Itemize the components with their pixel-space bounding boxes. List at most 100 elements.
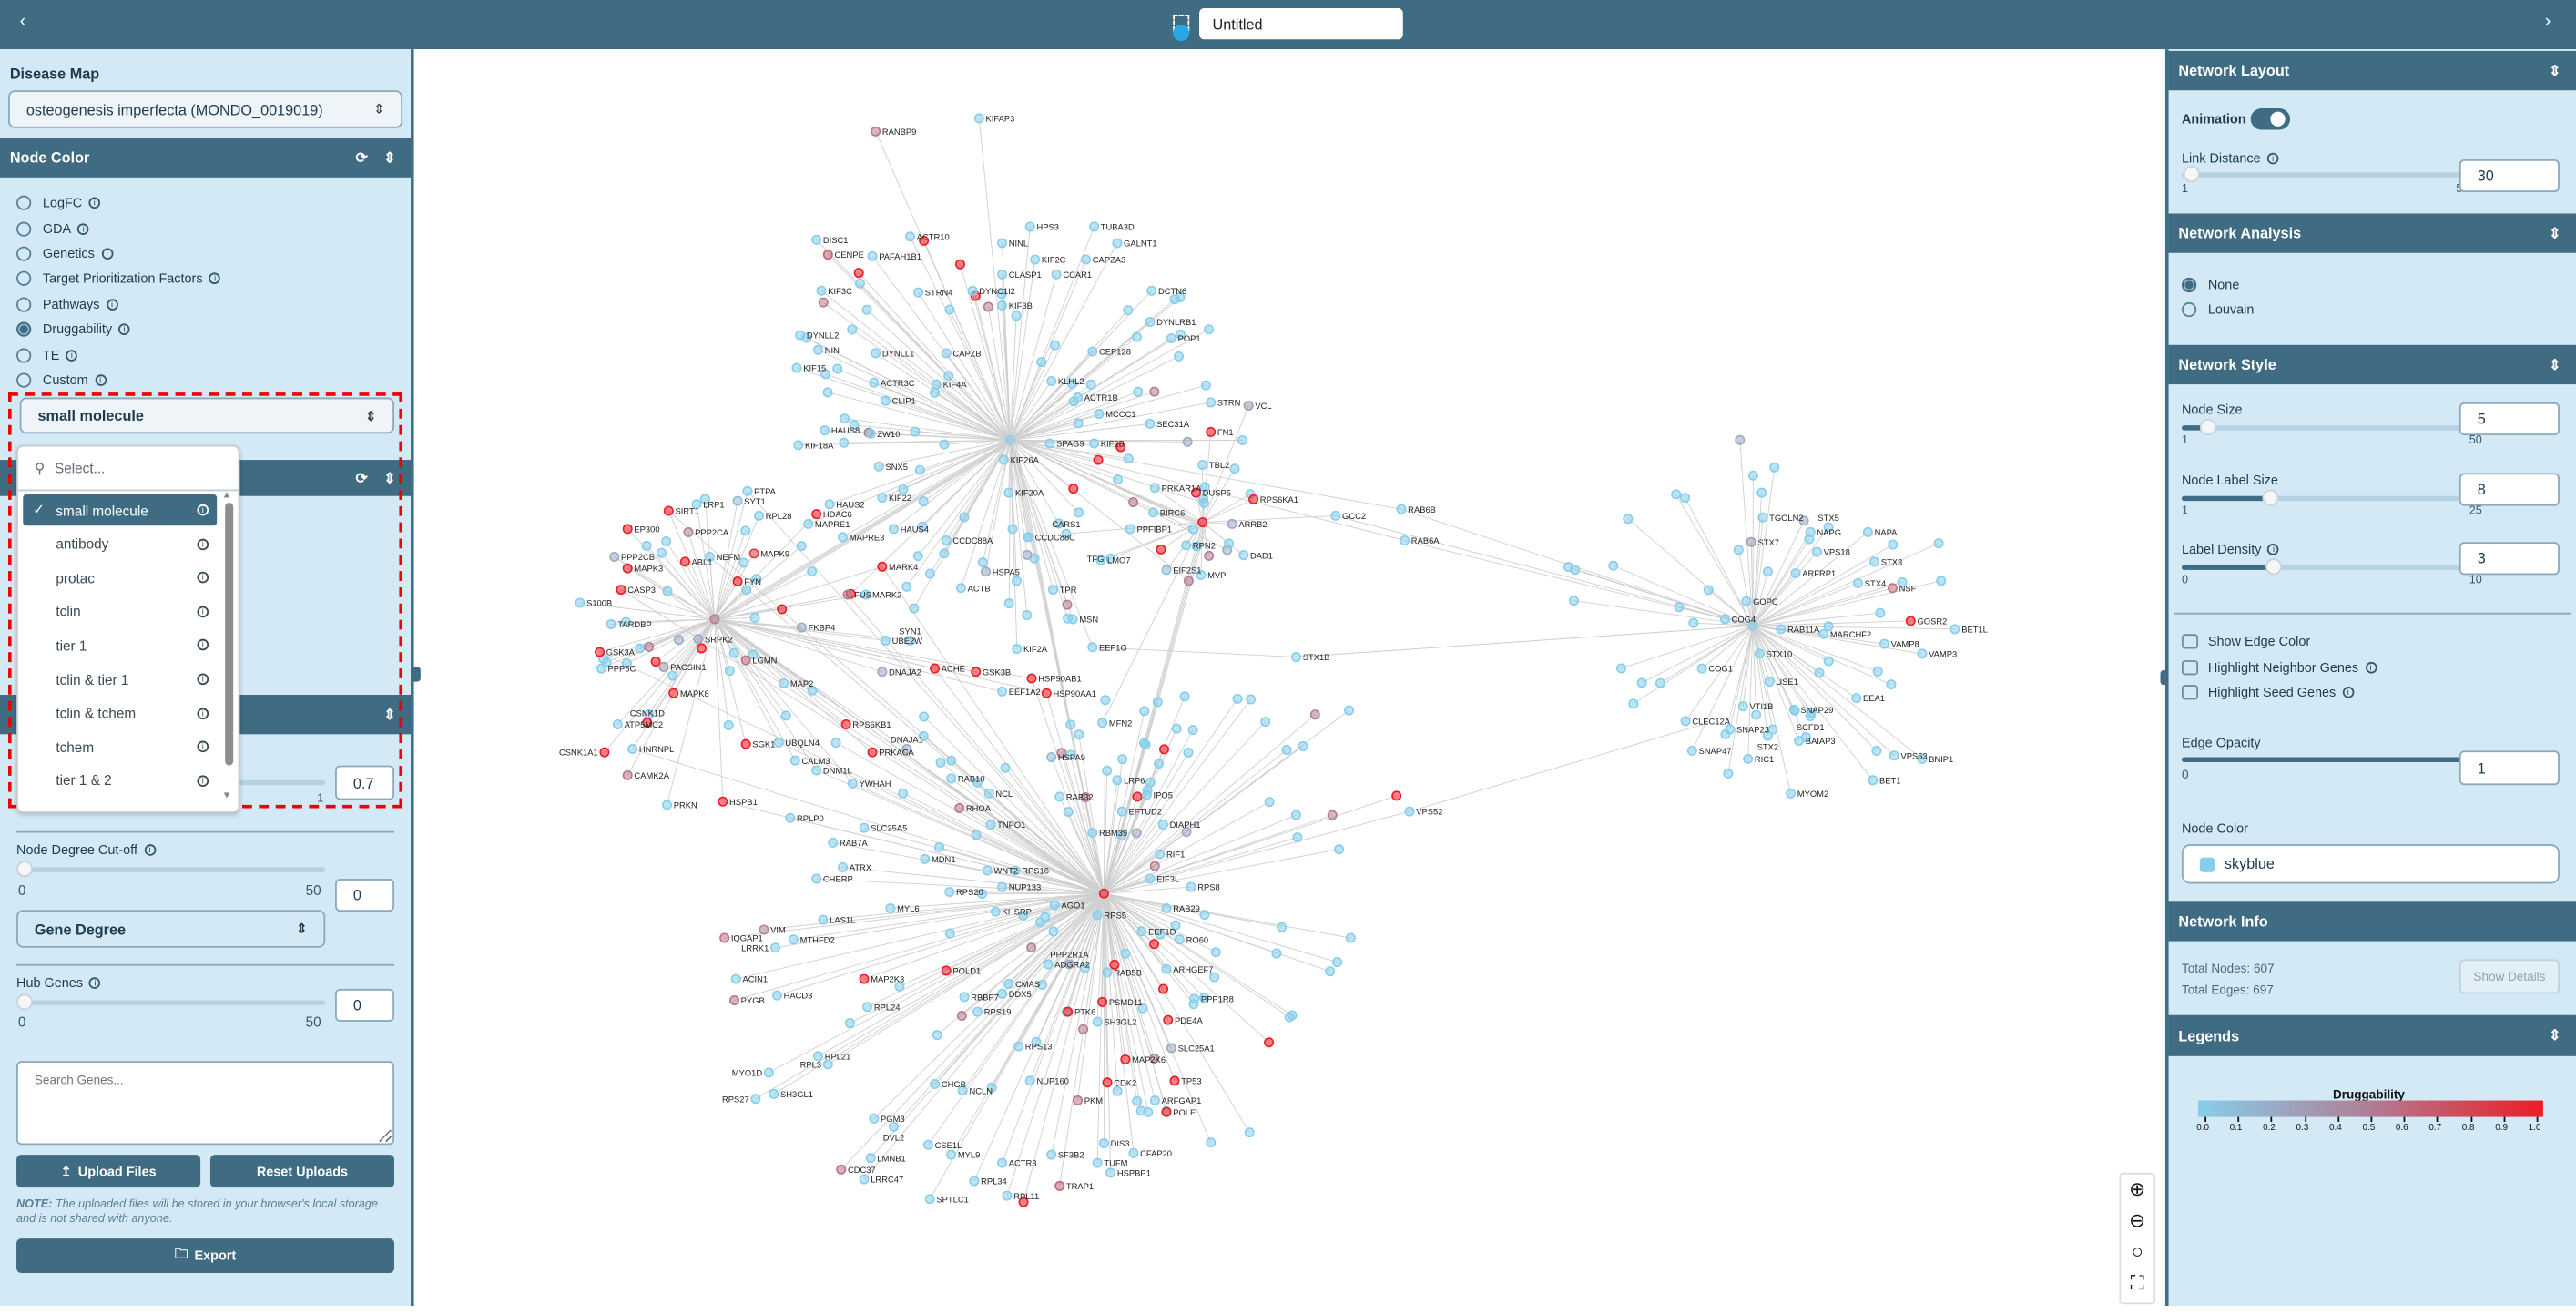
gene-node[interactable] <box>669 689 677 698</box>
gene-node[interactable] <box>856 280 864 288</box>
gene-node[interactable] <box>1890 751 1899 759</box>
gene-node[interactable] <box>1175 352 1183 361</box>
gene-node[interactable] <box>924 1141 932 1149</box>
node-degree-input[interactable]: 0 <box>335 879 394 912</box>
gene-node[interactable] <box>825 500 833 508</box>
gene-node[interactable] <box>812 236 820 244</box>
info-icon[interactable]: i <box>107 300 118 311</box>
gene-node[interactable] <box>849 779 857 788</box>
gene-node[interactable] <box>1164 1015 1172 1024</box>
info-icon[interactable]: i <box>198 741 209 753</box>
legends-header[interactable]: Legends⇕ <box>2169 1015 2576 1056</box>
gene-node[interactable] <box>1852 694 1860 702</box>
animation-toggle[interactable] <box>2251 108 2290 129</box>
collapse-icon[interactable]: ⇕ <box>2549 356 2561 374</box>
gene-node[interactable] <box>1656 679 1665 688</box>
gene-node[interactable] <box>1749 472 1757 480</box>
gene-node[interactable] <box>1098 718 1106 727</box>
gene-node[interactable] <box>804 520 812 528</box>
gene-node[interactable] <box>1149 508 1157 516</box>
gene-node[interactable] <box>1747 538 1756 546</box>
gene-node[interactable] <box>1261 718 1269 726</box>
upload-files-button[interactable]: ↥Upload Files <box>16 1155 200 1187</box>
gene-node[interactable] <box>867 430 875 438</box>
gene-node[interactable] <box>862 306 871 314</box>
gene-node[interactable] <box>1167 1044 1176 1052</box>
gene-node[interactable] <box>1069 484 1077 493</box>
gene-node[interactable] <box>871 127 880 136</box>
info-icon[interactable]: i <box>89 978 101 990</box>
dropdown-search-input[interactable]: ⚲Select... <box>18 447 239 492</box>
edge-opacity-slider[interactable] <box>2182 758 2484 762</box>
slider-thumb[interactable] <box>16 861 33 877</box>
collapse-icon[interactable]: ⇕ <box>383 148 396 167</box>
gene-node[interactable] <box>1051 341 1059 349</box>
scroll-down-icon[interactable]: ▼ <box>222 791 232 801</box>
gene-node[interactable] <box>998 239 1006 247</box>
gene-node[interactable] <box>911 427 919 435</box>
gene-node[interactable] <box>1176 935 1184 943</box>
gene-node[interactable] <box>1103 1078 1111 1086</box>
gene-node[interactable] <box>663 587 671 596</box>
gene-node[interactable] <box>839 533 847 541</box>
gene-node[interactable] <box>694 635 702 643</box>
gene-node[interactable] <box>998 270 1006 279</box>
node-color-radio[interactable] <box>16 297 31 311</box>
gene-node[interactable] <box>675 636 683 644</box>
gene-node[interactable] <box>1245 402 1253 410</box>
left-resize-handle[interactable] <box>411 667 421 681</box>
node-degree-slider[interactable] <box>20 867 326 871</box>
gene-node[interactable] <box>1079 1025 1087 1034</box>
gene-node[interactable] <box>878 563 886 571</box>
gene-node[interactable] <box>860 974 868 983</box>
gene-node[interactable] <box>1770 463 1778 472</box>
gene-node[interactable] <box>1170 295 1178 303</box>
gene-node[interactable] <box>1813 547 1821 555</box>
gene-node[interactable] <box>786 814 794 822</box>
gene-node[interactable] <box>998 1158 1006 1166</box>
chevron-right-icon[interactable]: › <box>2545 12 2551 32</box>
gene-node[interactable] <box>1162 565 1170 574</box>
gene-node[interactable] <box>755 512 763 520</box>
gene-node[interactable] <box>970 1176 978 1185</box>
gene-node[interactable] <box>1055 792 1064 800</box>
gene-node[interactable] <box>1036 918 1044 926</box>
gene-node[interactable] <box>979 558 987 566</box>
zoom-in-icon[interactable]: ⊕ <box>2121 1175 2153 1206</box>
gene-node[interactable] <box>1063 600 1071 608</box>
gene-node[interactable] <box>1758 514 1767 522</box>
gene-node[interactable] <box>1392 791 1400 800</box>
gene-node[interactable] <box>1000 455 1008 463</box>
node-color-radio[interactable] <box>16 322 31 337</box>
gene-node[interactable] <box>1001 764 1009 772</box>
gene-node[interactable] <box>1873 667 1881 676</box>
gene-node[interactable] <box>1787 789 1795 798</box>
node-color-radio[interactable] <box>16 372 31 387</box>
gene-node[interactable] <box>1335 845 1343 853</box>
gene-node[interactable] <box>1397 504 1405 513</box>
fullscreen-icon[interactable]: ⛶ <box>2121 1268 2153 1299</box>
gene-node[interactable] <box>1064 1007 1072 1015</box>
info-icon[interactable]: i <box>198 708 209 719</box>
gene-node[interactable] <box>739 558 748 566</box>
gene-node[interactable] <box>843 590 851 598</box>
info-icon[interactable]: i <box>2365 662 2377 674</box>
gene-node[interactable] <box>947 757 955 765</box>
gene-node[interactable] <box>765 1068 773 1076</box>
info-icon[interactable]: i <box>198 674 209 686</box>
gene-node[interactable] <box>1347 933 1355 942</box>
node-color-radio[interactable] <box>16 271 31 286</box>
label-size-input[interactable]: 8 <box>2459 473 2560 505</box>
gene-node[interactable] <box>960 993 968 1001</box>
gene-node[interactable] <box>662 537 670 545</box>
gene-node[interactable] <box>1047 1150 1055 1158</box>
gene-node[interactable] <box>860 823 868 831</box>
gene-node[interactable] <box>1126 525 1135 533</box>
gene-node[interactable] <box>973 1007 982 1015</box>
gene-node[interactable] <box>751 1095 759 1103</box>
gene-node[interactable] <box>1918 649 1926 657</box>
gene-node[interactable] <box>1074 393 1082 402</box>
scroll-up-icon[interactable]: ▲ <box>222 491 232 501</box>
gene-node[interactable] <box>1249 495 1257 504</box>
gene-node[interactable] <box>1121 949 1129 957</box>
